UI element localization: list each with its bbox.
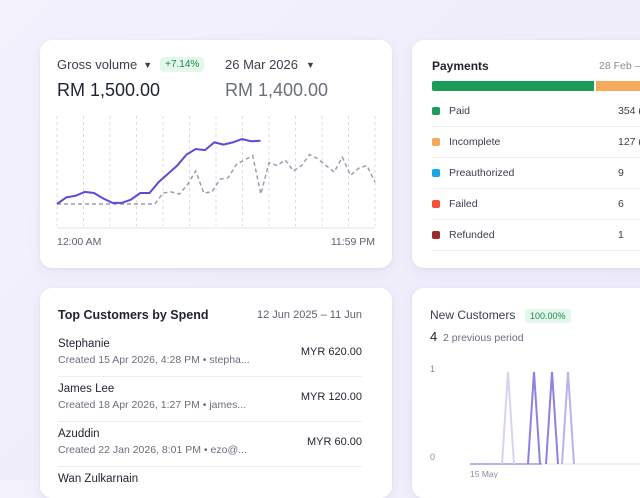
y-axis-bottom-label: 0 (430, 452, 435, 462)
compare-date-selector[interactable]: 26 Mar 2026 ▼ (225, 57, 315, 72)
payment-status-count: 9 (618, 167, 624, 179)
payments-date-range[interactable]: 28 Feb – (599, 60, 640, 72)
top-customers-list: Stephanie Created 15 Apr 2026, 4:28 PM • … (58, 332, 362, 498)
payment-status-label: Incomplete (449, 136, 501, 148)
compare-date-label[interactable]: 26 Mar 2026 (225, 57, 298, 72)
status-color-swatch (432, 169, 440, 177)
x-axis-label: 15 May (470, 469, 499, 478)
customer-name: Stephanie (58, 338, 110, 350)
payment-status-count: 1 (618, 229, 624, 241)
customer-spend: MYR 60.00 (306, 436, 362, 448)
current-series-line (56, 138, 261, 205)
top-customers-title: Top Customers by Spend (58, 308, 209, 322)
payment-status-row[interactable]: Preauthorized 9 (432, 158, 640, 189)
customer-name: James Lee (58, 383, 115, 395)
compare-series-line (57, 153, 376, 205)
payment-status-count: 127 ( (618, 136, 640, 148)
payment-status-row[interactable]: Paid 354 ( (432, 96, 640, 127)
gross-volume-card: Gross volume ▼ +7.14% 26 Mar 2026 ▼ RM 1… (40, 40, 392, 268)
new-customers-change-badge: 100.00% (525, 309, 571, 323)
customer-name: Wan Zulkarnain (58, 473, 139, 485)
change-badge: +7.14% (160, 57, 205, 72)
gross-volume-chart (56, 116, 376, 229)
payment-status-count: 354 ( (618, 105, 640, 117)
gross-volume-selector[interactable]: Gross volume ▼ +7.14% (57, 57, 205, 72)
spike-line (527, 371, 541, 465)
customer-spend: MYR 620.00 (300, 346, 362, 358)
customer-details: Created 15 Apr 2026, 4:28 PM • stepha... (58, 354, 250, 366)
payment-status-label: Failed (449, 198, 478, 210)
new-customers-value: 4 (430, 329, 438, 344)
payments-bar-segment (432, 81, 594, 91)
customer-row[interactable]: Wan Zulkarnain (58, 467, 362, 498)
status-color-swatch (432, 231, 440, 239)
payment-status-label: Refunded (449, 229, 495, 241)
spike-line (561, 371, 575, 465)
y-axis-top-label: 1 (430, 364, 435, 374)
payments-legend: Paid 354 ( Incomplete 127 ( Preauthorized 9 Fa… (432, 96, 640, 251)
payments-bar-segment (595, 81, 640, 91)
gross-volume-value: RM 1,500.00 (57, 80, 161, 100)
new-customers-title: New Customers (430, 308, 516, 322)
new-customers-chart: 1 0 15 May (430, 364, 640, 478)
x-axis-end-label: 11:59 PM (330, 236, 375, 248)
payment-status-count: 6 (618, 198, 624, 210)
status-color-swatch (432, 138, 440, 146)
gross-volume-label[interactable]: Gross volume (57, 57, 138, 72)
customer-details: Created 18 Apr 2026, 1:27 PM • james... (58, 399, 247, 411)
new-customers-card: New Customers 100.00% 4 2 previous perio… (412, 288, 640, 498)
payments-card: Payments 28 Feb – Paid 354 ( Incomplete 127… (412, 40, 640, 268)
payments-title: Payments (432, 59, 489, 73)
payment-status-label: Paid (449, 105, 471, 117)
payment-status-row[interactable]: Failed 6 (432, 189, 640, 220)
status-color-swatch (432, 107, 440, 115)
payment-status-label: Preauthorized (449, 167, 515, 179)
status-color-swatch (432, 200, 440, 208)
customer-row[interactable]: Azuddin Created 22 Jan 2026, 8:01 PM • ez… (58, 422, 362, 467)
spike-line (501, 371, 515, 465)
top-customers-card: Top Customers by Spend 12 Jun 2025 – 11 … (40, 288, 392, 498)
customer-row[interactable]: Stephanie Created 15 Apr 2026, 4:28 PM • … (58, 332, 362, 377)
customer-details: Created 22 Jan 2026, 8:01 PM • ezo@... (58, 444, 247, 456)
payment-status-row[interactable]: Incomplete 127 ( (432, 127, 640, 158)
compare-value: RM 1,400.00 (225, 80, 329, 100)
x-axis-start-label: 12:00 AM (57, 236, 102, 248)
spike-line (545, 371, 559, 465)
customer-name: Azuddin (58, 428, 100, 440)
new-customers-previous-label: 2 previous period (443, 332, 524, 344)
chevron-down-icon[interactable]: ▼ (143, 59, 153, 70)
top-customers-date-range[interactable]: 12 Jun 2025 – 11 Jun (257, 309, 362, 321)
payments-stacked-bar (432, 81, 640, 91)
customer-spend: MYR 120.00 (300, 391, 362, 403)
payment-status-row[interactable]: Refunded 1 (432, 220, 640, 251)
chevron-down-icon[interactable]: ▼ (306, 59, 315, 70)
customer-row[interactable]: James Lee Created 18 Apr 2026, 1:27 PM • … (58, 377, 362, 422)
